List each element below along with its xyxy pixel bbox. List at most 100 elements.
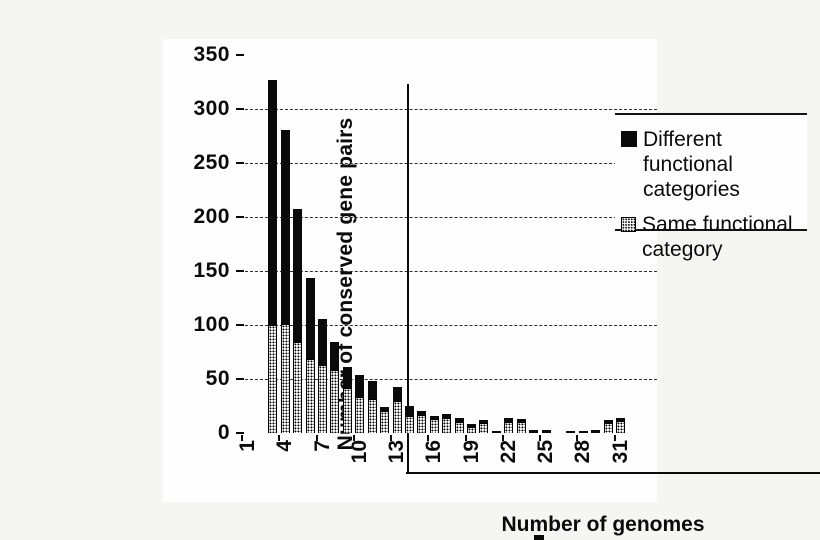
x-tick-label: 22 [496,440,520,464]
gridline [245,108,657,110]
legend-label-line: Different functional [643,128,733,176]
x-axis-tick [501,435,504,441]
y-axis-tick [236,377,244,380]
bar-same-segment [293,342,303,433]
bar [516,418,526,433]
y-axis-tick [236,107,244,110]
legend-label-line: categories [643,178,740,201]
bar-same-segment [429,418,439,433]
bar-same-segment [404,415,414,433]
x-tick-label: 13 [385,440,409,464]
bar-same-segment [355,397,365,433]
gridline [245,378,657,380]
x-axis-tick [278,435,281,441]
bar [541,429,551,433]
bar [479,420,489,433]
bar [392,386,402,433]
x-axis-tick [613,435,616,441]
bar [293,209,303,433]
bar-same-segment [318,364,328,433]
bar [566,430,576,433]
bar [578,430,588,433]
y-tick-label: 200 [193,204,230,228]
x-axis-tick [241,435,243,441]
bar [442,413,452,433]
bar [355,374,365,433]
y-axis-tick [236,215,244,218]
bar-same-segment [380,411,390,433]
bar-same-segment [454,422,464,433]
x-tick-label: 4 [273,440,297,452]
bar-same-segment [442,417,452,433]
bar-same-segment [417,414,427,433]
gridline [245,216,657,218]
bar-same-segment [504,422,514,433]
bar-same-segment [268,324,278,433]
bar [342,367,352,433]
y-tick-label: 250 [193,150,230,174]
bar-same-segment [342,387,352,433]
gridline [245,324,657,326]
scan-artifact-mark [534,535,544,540]
bar [529,429,539,433]
bar [491,430,501,433]
x-tick-label: 1 [236,440,259,452]
x-axis-tick [427,435,430,441]
y-axis-tick [236,323,244,326]
y-tick-label: 100 [193,312,230,336]
y-axis-tick [236,269,244,272]
y-tick-label: 0 [217,421,230,444]
legend-label-line: category [642,238,723,261]
x-axis-tick [539,435,542,441]
x-axis-tick [390,435,393,441]
bar-same-segment [603,423,613,433]
bar-same-segment [392,400,402,433]
bar [380,407,390,433]
bar-same-segment [330,370,340,433]
x-axis-title: Number of genomes [501,513,705,536]
x-tick-label: 16 [422,440,446,464]
chart-panel: Number of conserved gene pairs 0 50 100 150… [163,39,820,540]
legend-label-same: Same functional category [642,212,793,262]
x-tick-label: 28 [571,440,595,464]
bar-same-segment [516,422,526,433]
y-axis-tick [236,432,244,434]
bar [330,342,340,433]
legend-label-line: Same functional [642,213,793,236]
x-axis-tick [576,435,579,441]
y-axis-tick [236,53,244,56]
x-tick-label: 25 [534,440,558,464]
x-tick-label: 19 [459,440,483,464]
bar-same-segment [280,323,290,433]
bar-same-segment [305,359,315,433]
y-tick-label: 350 [193,42,230,66]
bar [454,417,464,433]
bar-same-segment [479,423,489,433]
bar [467,424,477,433]
legend: Different functional categories Same fun… [615,113,807,261]
y-tick-label: 150 [193,258,230,282]
bar [318,319,328,433]
x-axis-line [406,472,820,474]
y-axis-line [407,84,409,474]
bar [603,420,613,433]
x-axis-tick [315,435,318,441]
gridline [245,270,657,272]
bar [404,405,414,433]
x-tick-label: 10 [347,440,371,464]
bar-same-segment [616,421,626,433]
bar [305,278,315,433]
legend-label-different: Different functional categories [643,127,807,202]
y-tick-label: 300 [193,96,230,120]
bar-same-segment [367,399,377,433]
stippled-swatch-icon [621,217,636,232]
legend-item-same: Same functional category [621,212,807,262]
x-tick-label: 31 [608,440,632,464]
legend-item-different: Different functional categories [621,127,807,202]
x-axis-tick [464,435,467,441]
gridline [245,162,657,164]
bar [268,79,278,433]
bar [417,411,427,433]
y-tick-label: 50 [205,366,230,390]
bar [504,417,514,433]
